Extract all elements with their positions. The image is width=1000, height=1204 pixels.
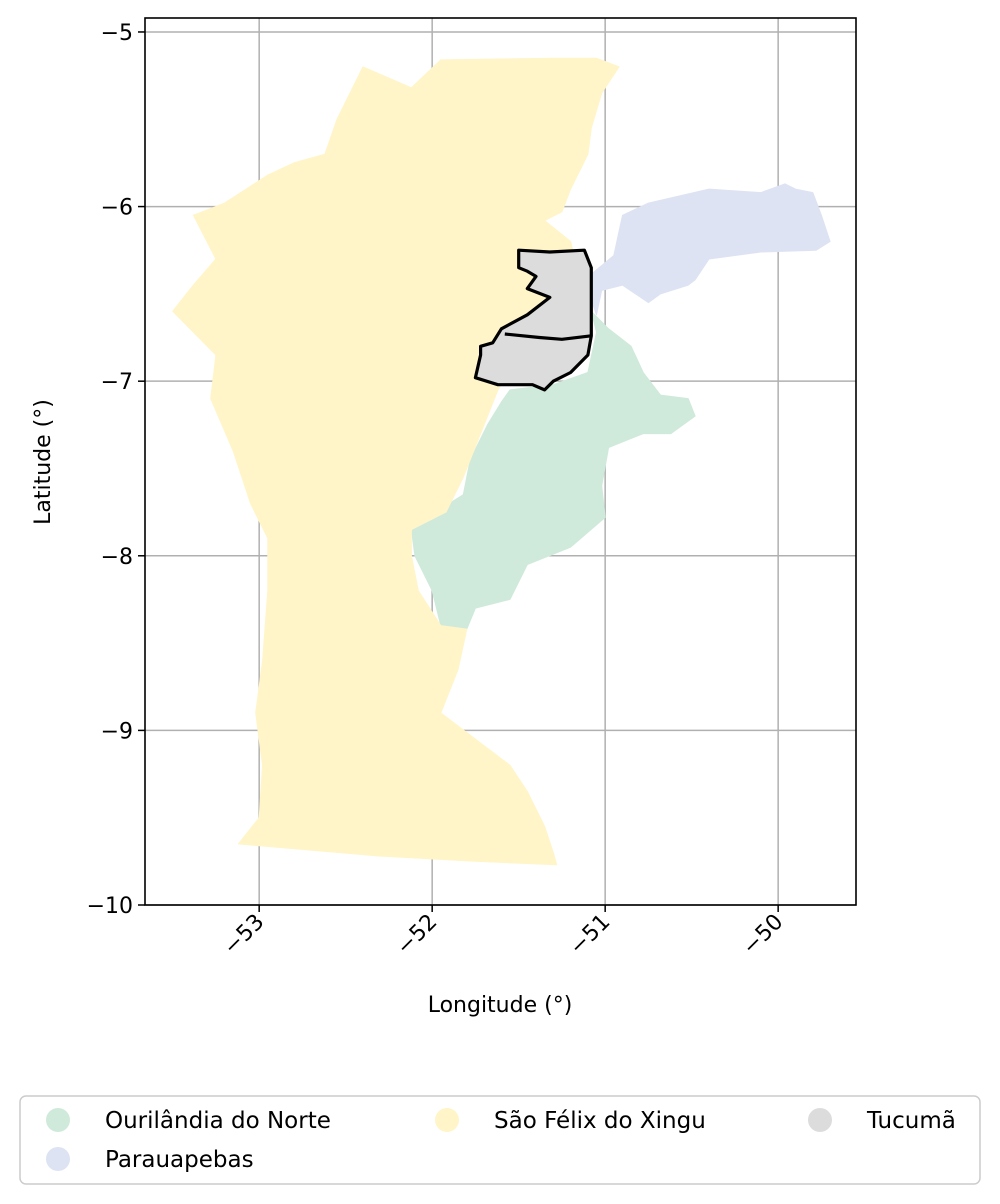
outline-tucuma	[473, 248, 593, 392]
region-parauapebas	[583, 183, 831, 316]
x-axis-label: Longitude (°)	[428, 993, 573, 1018]
legend-label-tucuma: Tucumã	[866, 1108, 956, 1134]
legend-label-sao-felix: São Félix do Xingu	[494, 1108, 706, 1134]
legend-entry-ourilandia: Ourilândia do Norte	[46, 1108, 331, 1134]
legend-entry-sao-felix: São Félix do Xingu	[435, 1108, 706, 1134]
legend: Ourilândia do Norte Parauapebas São Féli…	[19, 1095, 981, 1185]
legend-swatch-tucuma	[808, 1108, 832, 1132]
y-axis-label: Latitude (°)	[31, 399, 56, 525]
y-tick-label: −7	[101, 370, 133, 395]
legend-entry-tucuma: Tucumã	[808, 1108, 956, 1134]
region-sao-felix-do-xingu	[172, 57, 620, 866]
y-tick-label: −9	[101, 719, 133, 744]
regions-layer	[172, 57, 831, 866]
axis-ticks: −53 −52 −51 −50 −5 −6 −7 −8 −9 −10	[87, 21, 789, 960]
y-tick-label: −8	[101, 545, 133, 570]
legend-swatch-ourilandia	[46, 1108, 70, 1132]
y-tick-label: −5	[101, 21, 133, 46]
x-tick-label: −53	[219, 910, 270, 961]
legend-label-ourilandia: Ourilândia do Norte	[105, 1108, 331, 1134]
x-tick-label: −52	[392, 910, 443, 961]
x-tick-label: −50	[738, 910, 789, 961]
legend-frame	[19, 1095, 981, 1185]
x-tick-label: −51	[565, 910, 616, 961]
axes-frame	[144, 17, 857, 906]
legend-entry-parauapebas: Parauapebas	[46, 1147, 254, 1173]
y-tick-label: −6	[101, 196, 133, 221]
legend-swatch-sao-felix	[435, 1108, 459, 1132]
legend-label-parauapebas: Parauapebas	[105, 1147, 254, 1173]
outline-tucuma-divider	[504, 332, 592, 341]
y-tick-label: −10	[87, 894, 133, 919]
legend-swatch-parauapebas	[46, 1147, 70, 1171]
